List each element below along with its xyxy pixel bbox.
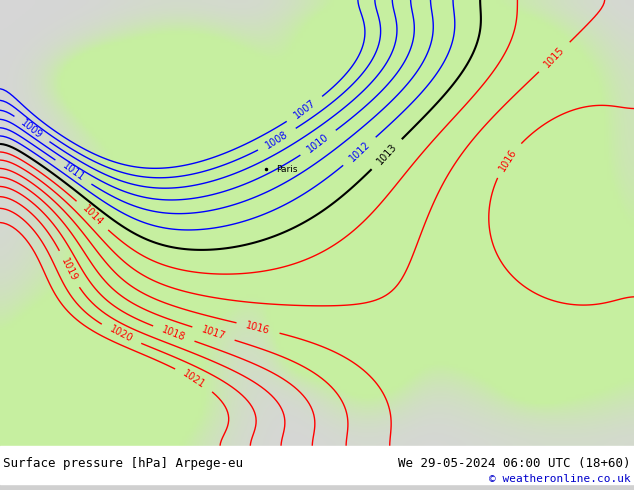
Text: We 29-05-2024 06:00 UTC (18+60): We 29-05-2024 06:00 UTC (18+60) xyxy=(398,457,631,470)
Text: 1014: 1014 xyxy=(80,203,105,228)
Text: 1010: 1010 xyxy=(306,132,331,154)
Bar xyxy=(0,446,634,484)
Text: Surface pressure [hPa] Arpege-eu: Surface pressure [hPa] Arpege-eu xyxy=(3,457,243,470)
Text: © weatheronline.co.uk: © weatheronline.co.uk xyxy=(489,474,631,484)
Text: 1017: 1017 xyxy=(200,325,227,343)
Text: 1011: 1011 xyxy=(60,161,86,183)
Text: 1009: 1009 xyxy=(19,118,44,141)
Text: 1019: 1019 xyxy=(59,256,79,282)
Text: 1007: 1007 xyxy=(292,98,318,121)
Text: 1008: 1008 xyxy=(264,129,290,150)
Text: 1015: 1015 xyxy=(542,45,566,70)
Text: 1013: 1013 xyxy=(375,142,399,167)
Text: 1021: 1021 xyxy=(181,368,207,391)
Text: 1012: 1012 xyxy=(347,139,372,164)
Text: Paris: Paris xyxy=(276,165,297,174)
Text: 1018: 1018 xyxy=(160,324,187,343)
Text: 1016: 1016 xyxy=(245,320,271,336)
Text: 1020: 1020 xyxy=(108,324,134,344)
Text: 1016: 1016 xyxy=(497,147,519,173)
